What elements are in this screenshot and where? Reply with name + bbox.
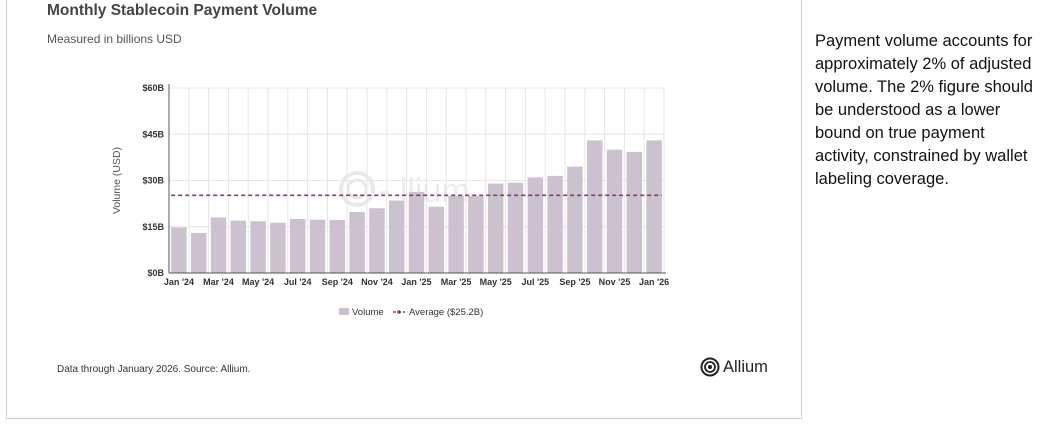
legend-volume-swatch (339, 308, 349, 315)
volume-bar (487, 183, 504, 273)
volume-bar (349, 211, 365, 273)
volume-bar (567, 166, 583, 273)
chart-card: Monthly Stablecoin Payment Volume Measur… (6, 0, 802, 419)
x-tick-label: Mar '24 (203, 277, 234, 287)
y-tick-label: $45B (142, 129, 164, 139)
chart-subtitle: Measured in billions USD (47, 32, 182, 46)
x-tick-label: Sep '24 (322, 277, 353, 287)
volume-bar (428, 206, 445, 273)
y-tick-label: $30B (142, 176, 164, 186)
chart-title: Monthly Stablecoin Payment Volume (47, 2, 318, 19)
volume-bar (210, 217, 227, 273)
x-tick-label: Jul '25 (521, 277, 549, 287)
volume-bar (408, 191, 425, 273)
volume-bar (289, 219, 306, 273)
volume-bar (250, 221, 266, 273)
volume-bar (171, 227, 187, 273)
x-tick-label: Jan '24 (164, 277, 194, 287)
legend-average-label: Average ($25.2B) (409, 307, 483, 318)
y-tick-label: $0B (147, 268, 164, 278)
volume-bar (369, 208, 385, 273)
volume-bar (190, 232, 207, 273)
volume-bar (626, 151, 643, 273)
volume-bar (309, 219, 326, 273)
side-note-text: Payment volume accounts for approximatel… (815, 32, 1033, 188)
volume-bar (448, 195, 464, 273)
volume-bar (230, 220, 247, 273)
allium-logo-icon (700, 357, 720, 377)
volume-bar (329, 219, 346, 273)
volume-bar (646, 140, 662, 273)
x-tick-label: Jan '25 (401, 277, 431, 287)
x-tick-label: May '24 (242, 277, 274, 287)
volume-bar (586, 140, 603, 273)
volume-bar (507, 182, 524, 273)
x-tick-label: Jul '24 (284, 277, 312, 287)
volume-bar (547, 175, 563, 273)
y-axis-title: Volume (USD) (111, 147, 123, 214)
y-tick-label: $15B (142, 222, 164, 232)
source-note: Data through January 2026. Source: Alliu… (57, 364, 251, 375)
x-tick-label: Nov '24 (361, 277, 393, 287)
x-tick-label: Nov '25 (599, 277, 631, 287)
volume-bar (270, 222, 286, 273)
allium-wordmark: Allium (723, 357, 768, 376)
x-tick-label: Jan '26 (639, 277, 669, 287)
volume-bar (468, 195, 484, 273)
legend-volume-label: Volume (352, 307, 384, 318)
volume-bar (527, 177, 544, 273)
allium-logo: Allium (700, 357, 768, 377)
y-tick-label: $60B (142, 83, 164, 93)
x-tick-label: Sep '25 (559, 277, 590, 287)
legend-average-marker (397, 310, 401, 314)
volume-bar (388, 200, 405, 273)
x-tick-label: Mar '25 (441, 277, 472, 287)
volume-bar (606, 149, 623, 273)
x-tick-label: May '25 (480, 277, 512, 287)
